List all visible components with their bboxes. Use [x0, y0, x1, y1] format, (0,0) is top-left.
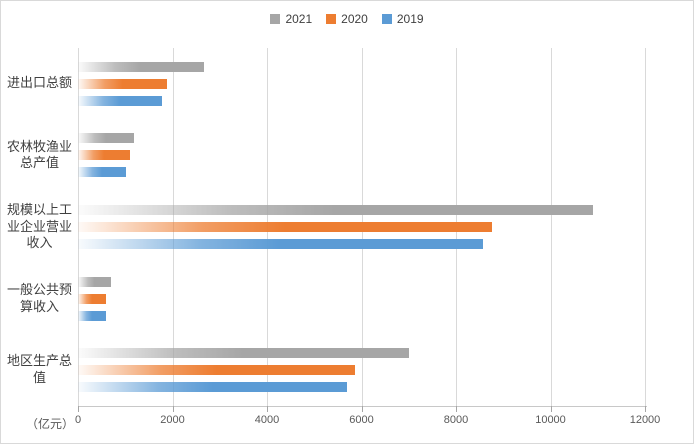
- bar-group: [78, 263, 645, 335]
- bar-2019: [78, 95, 163, 106]
- legend-label: 2020: [341, 12, 368, 26]
- bar-2021: [78, 348, 409, 359]
- bar-2021: [78, 133, 134, 144]
- bar-2019: [78, 382, 347, 393]
- axis-tick: [361, 406, 363, 412]
- bar-group: [78, 48, 645, 120]
- axis-tick: [267, 406, 268, 412]
- bar-2021: [78, 61, 205, 72]
- plot-area: [78, 48, 646, 406]
- bar-2019: [78, 310, 106, 321]
- legend: 2021 2020 2019: [1, 12, 693, 26]
- bar-group: [78, 191, 645, 263]
- x-axis-tick-label: 12000: [629, 414, 661, 426]
- axis-tick: [550, 406, 552, 412]
- legend-swatch-icon: [326, 14, 337, 24]
- bar-2020: [78, 221, 492, 232]
- axis-tick: [456, 406, 457, 412]
- gridline: [645, 48, 646, 406]
- bar-2020: [78, 150, 130, 161]
- category-label: 进出口总额: [6, 75, 72, 91]
- x-axis-tick-label: 8000: [443, 414, 469, 426]
- bar-2020: [78, 293, 107, 304]
- axis-tick: [645, 406, 646, 412]
- legend-label: 2021: [285, 12, 313, 26]
- bar-2020: [78, 365, 355, 376]
- legend-item-2021: 2021: [270, 12, 312, 26]
- x-axis-line: [78, 406, 647, 407]
- bar-group: [78, 334, 645, 406]
- legend-swatch-icon: [270, 14, 281, 24]
- bar-2019: [78, 167, 126, 178]
- bar-2021: [78, 276, 112, 287]
- x-axis-tick-label: 6000: [349, 414, 374, 426]
- legend-label: 2019: [396, 12, 424, 26]
- unit-label: （亿元）: [26, 417, 75, 431]
- bar-2021: [78, 204, 594, 215]
- category-label: 农林牧渔业 总产值: [6, 138, 72, 171]
- legend-item-2020: 2020: [326, 12, 368, 26]
- category-label: 规模以上工 业企业营业 收入: [6, 201, 72, 251]
- legend-swatch-icon: [381, 14, 392, 24]
- x-axis-tick-label: 4000: [254, 414, 280, 426]
- axis-tick: [78, 406, 79, 412]
- gridline: [550, 48, 552, 406]
- bar-2019: [78, 238, 483, 249]
- category-label: 地区生产总 值: [6, 353, 72, 386]
- legend-item-2019: 2019: [381, 12, 424, 26]
- x-axis-tick-label: 0: [74, 414, 82, 426]
- x-axis-tick-label: 2000: [160, 414, 185, 426]
- bar-2020: [78, 78, 167, 89]
- x-axis-tick-label: 10000: [535, 414, 566, 426]
- axis-tick: [172, 406, 174, 412]
- category-label: 一般公共预 算收入: [6, 281, 72, 314]
- bar-group: [78, 120, 645, 192]
